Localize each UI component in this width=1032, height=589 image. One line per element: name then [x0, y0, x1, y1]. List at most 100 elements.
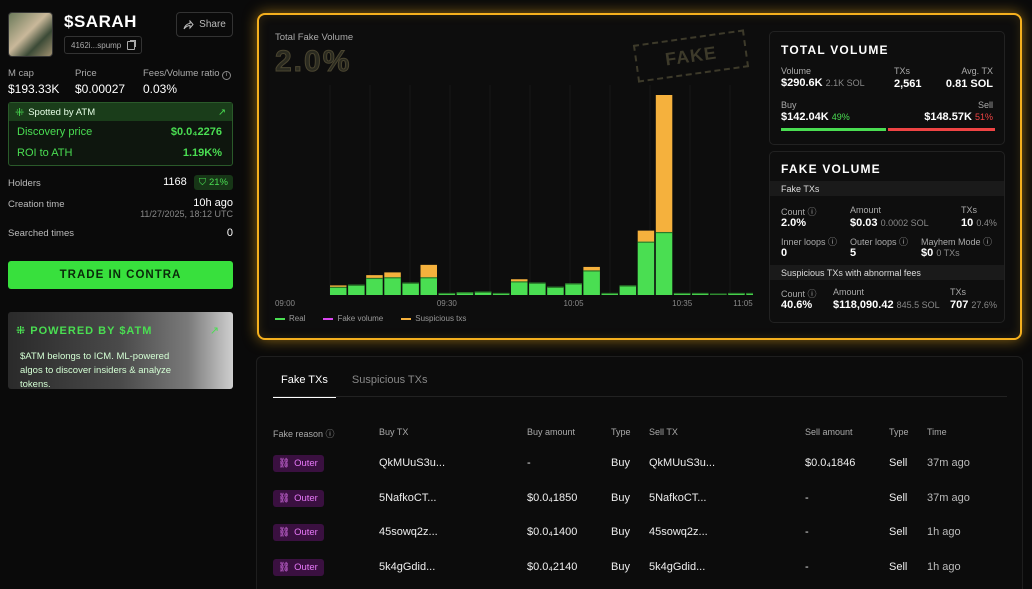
link-icon: ⛓: [278, 561, 291, 573]
trade-in-contra-button[interactable]: TRADE IN CONTRA: [8, 261, 233, 289]
bar-edge: [746, 292, 753, 295]
bar-real[interactable]: [529, 282, 546, 295]
chart-big-percent: 2.0%: [274, 45, 352, 79]
bar-edge: [438, 292, 456, 295]
info-icon[interactable]: ⓘ: [807, 289, 817, 299]
bar-real[interactable]: [348, 284, 365, 295]
bar-suspicious-txs[interactable]: [384, 272, 401, 278]
outer-badge: ⛓ Outer: [273, 558, 324, 576]
powered-by-atm-banner[interactable]: ⁜ POWERED BY $ATM ↗ $ATM belongs to ICM.…: [8, 312, 233, 389]
bar-edge: [474, 291, 492, 293]
legend-item[interactable]: Suspicious txs: [401, 314, 466, 323]
mcap-value: $193.33K: [8, 82, 60, 96]
inner-loops-label: Inner loops ⓘ: [781, 237, 838, 247]
legend-item[interactable]: Real: [275, 314, 305, 323]
table-row[interactable]: ⛓ Outer 45sowq2z... $0.0₄1400 Buy 45sowq2z...…: [257, 515, 1022, 549]
holders-badge: ⛉ 21%: [193, 175, 233, 190]
legend-item[interactable]: Fake volume: [323, 314, 383, 323]
sus-amount-label: Amount: [833, 287, 865, 297]
contract-address[interactable]: 4162i...spump: [64, 36, 143, 54]
bar-real[interactable]: [637, 241, 655, 295]
x-tick-label: 11:05: [733, 299, 753, 308]
tab-fake-txs[interactable]: Fake TXs: [273, 371, 336, 398]
bar-real[interactable]: [619, 285, 637, 295]
bar-real[interactable]: [330, 286, 347, 295]
spotted-header[interactable]: ⁜ Spotted by ATM ↗: [9, 103, 232, 121]
info-icon[interactable]: ⓘ: [828, 237, 838, 247]
fake-volume-chart-panel: Total Fake Volume 2.0% FAKE 09:00 09:30 10…: [257, 13, 1022, 340]
fake-reason-cell: ⛓ Outer: [273, 446, 324, 480]
tab-divider: [273, 396, 1007, 397]
bar-suspicious-txs[interactable]: [366, 275, 383, 278]
sell-amount-cell: $0.0₄1846: [805, 457, 856, 469]
bar-real[interactable]: [456, 292, 474, 295]
txs-value: 2,561: [894, 78, 922, 90]
outer-loops-value: 5: [850, 247, 857, 259]
bar-suspicious-txs[interactable]: [655, 95, 673, 232]
bar-edge: [619, 285, 637, 287]
external-link-icon[interactable]: ↗: [209, 325, 219, 337]
buy-tx-link[interactable]: 5NafkoCT...: [379, 492, 437, 504]
bar-edge: [402, 282, 419, 284]
col-fake-reason: Fake reason ⓘ: [273, 429, 335, 439]
table-row[interactable]: ⛓ Outer 5k4gGdid... $0.0₄2140 Buy 5k4gGdid...…: [257, 550, 1022, 584]
copy-icon[interactable]: [127, 40, 136, 50]
bar-real[interactable]: [474, 291, 492, 295]
col-buy-type: Type: [611, 427, 631, 437]
buy-tx-link[interactable]: 5k4gGdid...: [379, 561, 436, 573]
fake-amount-value: $0.03 0.0002 SOL: [850, 217, 929, 229]
external-link-icon[interactable]: ↗: [218, 106, 226, 118]
bar-real[interactable]: [511, 281, 528, 295]
sus-txs-label: TXs: [950, 287, 967, 297]
buy-tx-link[interactable]: QkMUuS3u...: [379, 457, 446, 469]
col-buy-tx: Buy TX: [379, 427, 409, 437]
bar-real[interactable]: [583, 270, 600, 295]
sus-count-label: Count ⓘ: [781, 289, 817, 299]
table-row[interactable]: ⛓ Outer 5NafkoCT... $0.0₄1850 Buy 5NafkoCT...…: [257, 481, 1022, 515]
table-row[interactable]: ⛓ Outer QkMUuS3u... - Buy QkMUuS3u... $0.0₄184…: [257, 446, 1022, 480]
fake-volume-card: FAKE VOLUME Fake TXs Count ⓘ 2.0% Amount…: [769, 151, 1005, 323]
creation-label: Creation time: [8, 199, 65, 210]
sell-tx-link[interactable]: 5NafkoCT...: [649, 492, 707, 504]
x-tick-label: 09:00: [275, 299, 296, 308]
info-icon[interactable]: ⓘ: [325, 429, 335, 439]
bar-suspicious-txs[interactable]: [637, 230, 655, 242]
bar-real[interactable]: [547, 286, 564, 295]
info-icon[interactable]: ⓘ: [983, 237, 993, 247]
sell-tx-link[interactable]: 5k4gGdid...: [649, 561, 706, 573]
chart-title: Total Fake Volume: [275, 32, 354, 43]
bar-real[interactable]: [420, 277, 438, 295]
link-icon: ⛓: [278, 492, 291, 504]
promo-text: $ATM belongs to ICM. ML-powered algos to…: [20, 351, 172, 389]
bar-suspicious-txs[interactable]: [330, 285, 347, 287]
bar-real[interactable]: [384, 277, 401, 295]
sus-txs-value: 707 27.6%: [950, 299, 997, 311]
buy-tx-link[interactable]: 45sowq2z...: [379, 526, 438, 538]
transactions-panel: Fake TXs Suspicious TXs Fake reason ⓘ Bu…: [256, 356, 1023, 589]
bar-suspicious-txs[interactable]: [583, 266, 600, 271]
bar-real[interactable]: [655, 231, 673, 295]
bar-real[interactable]: [565, 283, 582, 295]
bar-edge: [692, 292, 709, 295]
contract-address-text: 4162i...spump: [71, 40, 122, 50]
buy-amount-cell: -: [527, 457, 531, 469]
mcap-label: M cap: [8, 68, 34, 79]
holders-label: Holders: [8, 178, 41, 189]
avg-tx-value: 0.81 SOL: [945, 78, 993, 90]
bar-real[interactable]: [402, 282, 419, 295]
tab-suspicious-txs[interactable]: Suspicious TXs: [351, 374, 428, 386]
bar-suspicious-txs[interactable]: [511, 279, 528, 282]
sell-tx-link[interactable]: 45sowq2z...: [649, 526, 708, 538]
bar-real[interactable]: [366, 277, 383, 295]
bar-suspicious-txs[interactable]: [420, 264, 438, 278]
sell-tx-link[interactable]: QkMUuS3u...: [649, 457, 716, 469]
info-icon[interactable]: i: [222, 71, 232, 80]
sus-count-value: 40.6%: [781, 299, 813, 311]
fake-txs-header: Fake TXs: [770, 181, 1004, 196]
info-icon[interactable]: ⓘ: [899, 237, 909, 247]
info-icon[interactable]: ⓘ: [807, 207, 817, 217]
bar-edge: [547, 286, 564, 288]
fee-ratio-value: 0.03%: [143, 82, 178, 96]
share-button[interactable]: Share: [176, 12, 233, 37]
bar-edge: [366, 277, 383, 280]
